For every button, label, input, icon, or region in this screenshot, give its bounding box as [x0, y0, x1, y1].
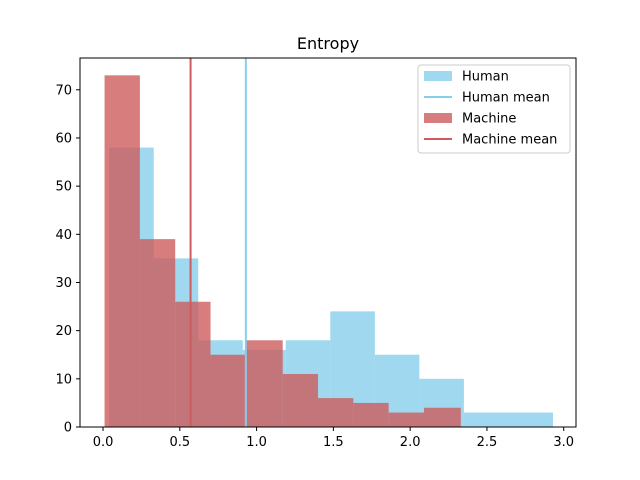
- machine-bar-4: [245, 340, 283, 427]
- x-tick-label-1: 0.5: [169, 435, 190, 450]
- legend: Human Human mean Machine Machine mean: [417, 64, 571, 154]
- x-tick-label-2: 1.0: [246, 435, 267, 450]
- y-tick-label-1: 10: [55, 372, 72, 387]
- legend-box: [417, 64, 571, 154]
- x-tick-label-4: 2.0: [400, 435, 421, 450]
- human-bar-8: [463, 412, 553, 427]
- machine-bar-1: [139, 239, 176, 427]
- machine-bar-8: [388, 412, 424, 427]
- x-tick-label-3: 1.5: [323, 435, 344, 450]
- machine-bar-3: [210, 354, 246, 427]
- y-tick-label-0: 0: [64, 421, 72, 436]
- legend-swatch-machine: [424, 113, 452, 123]
- x-tick-label-6: 3.0: [553, 435, 574, 450]
- plot-area: [104, 58, 553, 427]
- y-tick-label-3: 30: [55, 276, 72, 291]
- machine-bar-6: [318, 398, 354, 427]
- legend-label-human-mean: Human mean: [462, 91, 550, 106]
- y-tick-label-4: 40: [55, 228, 72, 243]
- y-tick-label-6: 60: [55, 131, 72, 146]
- axes: 0.0 0.5 1.0 1.5 2.0 2.5 3.0 0 10 20 30 40 50 60 70: [55, 57, 577, 450]
- y-tick-label-5: 50: [55, 180, 72, 195]
- machine-bar-0: [104, 75, 140, 427]
- legend-label-human: Human: [462, 70, 509, 85]
- machine-bar-5: [282, 374, 319, 427]
- legend-label-machine: Machine: [462, 112, 516, 127]
- y-tick-label-7: 70: [55, 83, 72, 98]
- legend-swatch-human: [424, 71, 452, 81]
- x-tick-label-0: 0.0: [93, 435, 114, 450]
- machine-bar-7: [353, 402, 389, 427]
- x-tick-label-5: 2.5: [477, 435, 498, 450]
- legend-label-machine-mean: Machine mean: [462, 133, 557, 148]
- axes-frame: [79, 57, 577, 428]
- machine-bar-9: [423, 407, 461, 427]
- y-tick-label-2: 20: [55, 324, 72, 339]
- chart-title: Entropy: [297, 34, 359, 53]
- machine-bar-2: [175, 301, 211, 427]
